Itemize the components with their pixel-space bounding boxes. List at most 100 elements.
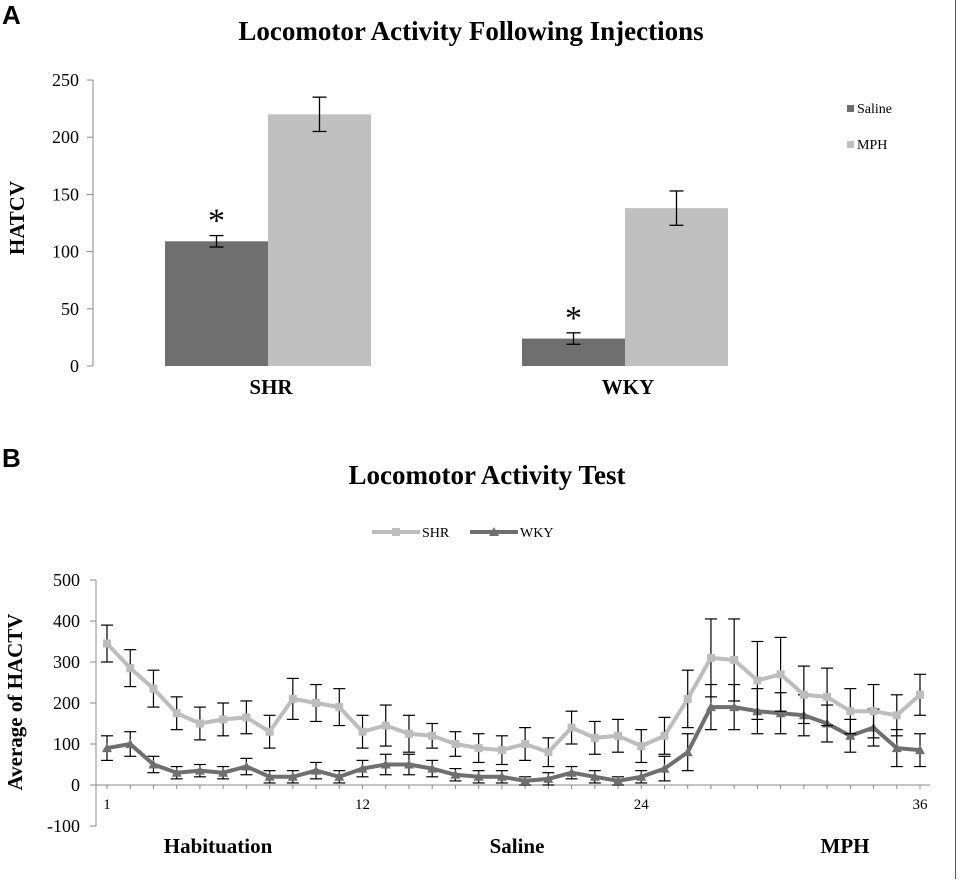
data-point-wky — [102, 743, 112, 753]
data-point-wky — [775, 708, 786, 718]
data-point-wky — [845, 730, 856, 740]
data-point-shr — [358, 727, 367, 736]
data-point-wky — [682, 747, 693, 757]
chart-a-y-tick-label: 100 — [52, 242, 79, 262]
data-point-shr — [404, 729, 413, 738]
chart-b-x-tick-label: 36 — [913, 797, 929, 813]
data-point-wky — [403, 759, 414, 769]
data-point-shr — [242, 713, 251, 722]
data-point-wky — [589, 771, 600, 781]
chart-b-ylabel: Average of HACTV — [3, 614, 27, 791]
chart-a-categories: SHR WKY — [249, 375, 654, 399]
chart-b-y-tick-label: 100 — [53, 734, 80, 754]
bar-shr-saline — [165, 241, 268, 366]
series-wky — [101, 683, 926, 786]
chart-b-x-tick-label: 1 — [103, 797, 111, 813]
data-point-shr — [753, 676, 762, 685]
data-point-wky — [566, 767, 577, 777]
bar-wky-mph — [625, 208, 728, 366]
chart-b-x-tick-label: 12 — [355, 797, 370, 813]
data-point-shr — [776, 670, 785, 679]
chart-a-legend: Saline MPH — [847, 102, 892, 153]
data-point-shr — [590, 733, 599, 742]
legend-marker-wky — [489, 527, 499, 536]
category-label-wky: WKY — [602, 375, 655, 399]
legend-marker-shr — [392, 528, 400, 536]
data-point-shr — [637, 742, 646, 751]
data-point-wky — [334, 771, 345, 781]
data-point-wky — [311, 765, 322, 775]
data-point-shr — [846, 707, 855, 716]
bar-shr-mph — [268, 114, 371, 366]
data-point-wky — [636, 771, 647, 781]
data-point-shr — [567, 723, 576, 732]
chart-b-title: Locomotor Activity Test — [349, 460, 626, 490]
category-label-shr: SHR — [249, 375, 293, 399]
data-point-wky — [705, 702, 716, 712]
data-point-wky — [496, 771, 507, 781]
data-point-wky — [659, 763, 670, 773]
data-point-shr — [892, 711, 901, 720]
data-point-wky — [194, 765, 205, 775]
chart-a-ylabel: HATCV — [5, 181, 29, 255]
data-point-wky — [287, 771, 298, 781]
data-point-wky — [357, 763, 368, 773]
chart-a-y-tick-label: 50 — [61, 299, 79, 319]
data-point-wky — [613, 775, 624, 785]
data-point-wky — [520, 775, 531, 785]
data-point-shr — [730, 655, 739, 664]
data-point-wky — [915, 745, 925, 755]
data-point-wky — [450, 769, 461, 779]
chart-b-legend: SHR WKY — [372, 526, 553, 541]
chart-a-title: Locomotor Activity Following Injections — [238, 16, 703, 46]
data-point-shr — [683, 694, 692, 703]
phase-label-habituation: Habituation — [164, 834, 273, 858]
data-point-shr — [195, 719, 204, 728]
data-point-wky — [427, 763, 438, 773]
data-point-shr — [103, 639, 111, 648]
data-point-shr — [916, 690, 924, 699]
data-point-shr — [521, 740, 530, 748]
legend-label-saline: Saline — [857, 102, 892, 117]
panel-b-label: B — [2, 443, 21, 473]
chart-a-bars: ** — [165, 96, 728, 366]
panel-a-label: A — [2, 0, 21, 30]
data-point-shr — [869, 707, 878, 716]
chart-a-y-tick-label: 200 — [52, 127, 79, 147]
data-point-shr — [428, 731, 437, 740]
phase-label-saline: Saline — [490, 834, 545, 858]
data-point-wky — [380, 759, 391, 769]
phase-label-mph: MPH — [821, 834, 870, 858]
legend-label-mph: MPH — [857, 138, 887, 153]
data-point-wky — [543, 773, 554, 783]
data-point-wky — [729, 702, 740, 712]
data-point-shr — [474, 744, 483, 753]
legend-swatch-mph — [847, 141, 854, 148]
legend-swatch-saline — [847, 105, 854, 112]
data-point-wky — [264, 771, 275, 781]
data-point-shr — [497, 746, 506, 755]
chart-b-y-tick-label: 500 — [53, 570, 80, 590]
chart-a-y-tick-label: 150 — [52, 184, 79, 204]
data-point-shr — [265, 727, 274, 736]
chart-b-x-tick-label: 24 — [634, 797, 650, 813]
chart-b-y-tick-label: 300 — [53, 652, 80, 672]
data-point-wky — [241, 761, 252, 771]
data-point-shr — [660, 731, 669, 740]
data-point-shr — [381, 721, 390, 730]
chart-b-phases: Habituation Saline MPH — [164, 834, 870, 858]
data-point-wky — [171, 767, 182, 777]
data-point-shr — [335, 703, 344, 712]
chart-b-y-axis: -100 0 100 200 300 400 500 — [47, 570, 97, 836]
panel-divider — [955, 0, 956, 879]
data-point-wky — [891, 743, 902, 753]
significance-asterisk: * — [208, 203, 225, 240]
data-point-shr — [544, 748, 553, 757]
data-point-shr — [614, 731, 623, 740]
chart-b-y-tick-label: 0 — [71, 775, 80, 795]
chart-b-y-tick-label: -100 — [47, 816, 80, 836]
data-point-wky — [148, 759, 159, 769]
data-point-wky — [218, 767, 229, 777]
